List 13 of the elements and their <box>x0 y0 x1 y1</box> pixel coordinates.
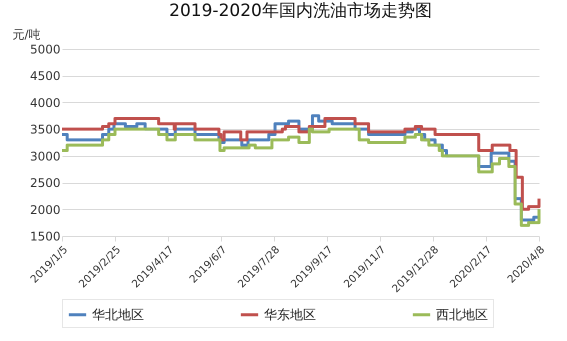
chart-title: 2019-2020年国内洗油市场走势图 <box>169 1 432 21</box>
y-tick-label: 2500 <box>30 176 60 190</box>
y-tick-label: 1500 <box>30 230 60 244</box>
y-tick-label: 5000 <box>30 42 60 56</box>
y-tick-label: 4000 <box>30 96 60 110</box>
y-tick-label: 2000 <box>30 202 60 217</box>
legend-label: 华北地区 <box>92 308 144 323</box>
legend-label: 西北地区 <box>436 308 488 323</box>
y-axis-title: 元/吨 <box>12 28 41 42</box>
y-tick-label: 3500 <box>30 122 60 137</box>
legend-label: 华东地区 <box>264 308 316 323</box>
y-tick-label: 4500 <box>30 69 60 84</box>
y-tick-label: 3000 <box>30 149 60 164</box>
